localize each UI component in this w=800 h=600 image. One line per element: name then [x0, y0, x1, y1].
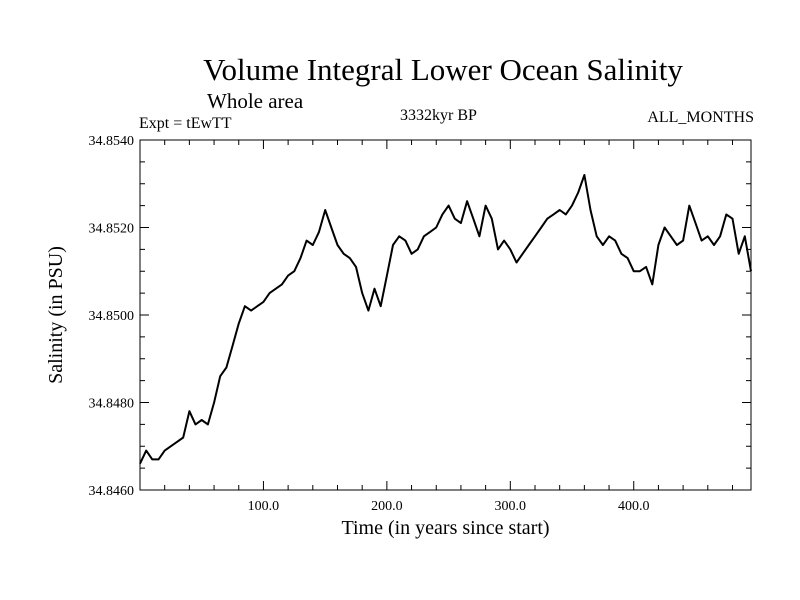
period-label: 3332kyr BP — [400, 107, 477, 124]
x-tick-label: 300.0 — [495, 499, 527, 514]
y-tick-label: 34.8460 — [89, 484, 135, 499]
y-tick-label: 34.8500 — [89, 309, 135, 324]
tick-labels: 100.0 200.0 300.0 400.0 34.8460 34.8480 34.850… — [89, 134, 650, 514]
chart-subtitle: Whole area — [207, 89, 304, 113]
x-axis-label: Time (in years since start) — [341, 517, 550, 539]
x-tick-label: 200.0 — [371, 499, 403, 514]
experiment-label: Expt = tEwTT — [139, 115, 232, 132]
x-tick-label: 100.0 — [248, 499, 280, 514]
tick-marks — [140, 139, 751, 491]
y-tick-label: 34.8540 — [89, 134, 135, 149]
y-tick-label: 34.8480 — [89, 397, 135, 412]
y-tick-label: 34.8520 — [89, 222, 135, 237]
chart-title: Volume Integral Lower Ocean Salinity — [203, 52, 683, 87]
months-label: ALL_MONTHS — [647, 109, 754, 126]
plot-frame — [139, 139, 752, 491]
series-line-salinity — [139, 174, 752, 465]
x-tick-label: 400.0 — [618, 499, 650, 514]
